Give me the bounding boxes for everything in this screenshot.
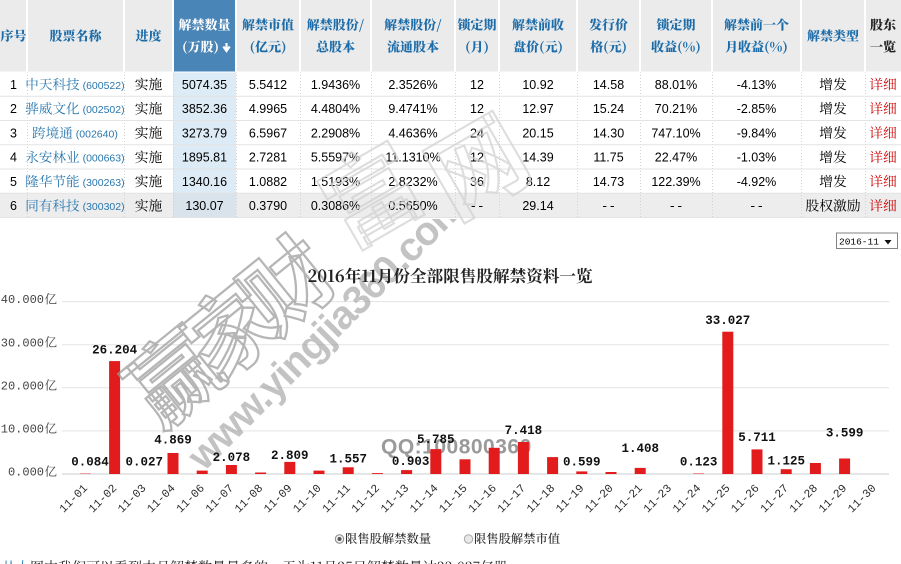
svg-text:14.39: 14.39 [522, 151, 553, 165]
svg-text:10.92: 10.92 [522, 78, 553, 92]
svg-text:2016-11: 2016-11 [839, 236, 879, 247]
svg-text:1.9436%: 1.9436% [311, 78, 360, 92]
svg-text:(002640): (002640) [76, 128, 118, 140]
svg-text:7.418: 7.418 [505, 424, 543, 438]
svg-text:12: 12 [470, 102, 484, 116]
svg-text:88.01%: 88.01% [655, 78, 697, 92]
svg-text:5: 5 [10, 175, 17, 189]
svg-text:-1.03%: -1.03% [737, 151, 777, 165]
svg-text:26.204: 26.204 [92, 344, 138, 358]
svg-text:--: -- [749, 200, 764, 214]
svg-text:1895.81: 1895.81 [182, 151, 227, 165]
svg-text:0.084: 0.084 [71, 455, 109, 469]
svg-text:122.39%: 122.39% [651, 175, 700, 189]
svg-text:11.1310%: 11.1310% [385, 151, 440, 165]
svg-text:2.7281: 2.7281 [249, 151, 287, 165]
svg-text:4.4636%: 4.4636% [388, 126, 437, 140]
svg-text:-4.13%: -4.13% [737, 78, 777, 92]
svg-text:2.809: 2.809 [271, 449, 309, 463]
svg-text:0.599: 0.599 [563, 455, 601, 469]
svg-text:--: -- [469, 200, 484, 214]
svg-text:0.000: 0.000 [8, 466, 44, 480]
svg-text:2.078: 2.078 [213, 451, 251, 465]
svg-text:(300302): (300302) [83, 201, 125, 213]
svg-text:3852.36: 3852.36 [182, 102, 227, 116]
svg-text:(600522): (600522) [83, 80, 125, 92]
svg-text:1.408: 1.408 [621, 442, 659, 456]
svg-text:29.14: 29.14 [522, 199, 553, 213]
svg-text:5074.35: 5074.35 [182, 78, 227, 92]
svg-text:30.000: 30.000 [1, 336, 44, 350]
svg-text:4: 4 [10, 151, 17, 165]
svg-text:3.599: 3.599 [826, 427, 864, 441]
svg-text:11.75: 11.75 [593, 151, 623, 165]
svg-text:2.2908%: 2.2908% [311, 126, 360, 140]
svg-text:5.711: 5.711 [738, 431, 776, 445]
svg-text:15.24: 15.24 [593, 102, 624, 116]
svg-text:(300263): (300263) [83, 177, 125, 189]
svg-text:2: 2 [10, 102, 17, 116]
svg-text:8.12: 8.12 [526, 175, 550, 189]
svg-text:12.97: 12.97 [522, 102, 553, 116]
svg-text:20.15: 20.15 [522, 126, 553, 140]
svg-text:1: 1 [10, 78, 17, 92]
svg-text:33.027: 33.027 [705, 314, 750, 328]
svg-text:9.4741%: 9.4741% [388, 102, 437, 116]
svg-text:14.73: 14.73 [593, 175, 624, 189]
svg-text:6.5967: 6.5967 [249, 126, 287, 140]
svg-text:0.903: 0.903 [392, 455, 430, 469]
svg-text:3273.79: 3273.79 [182, 126, 227, 140]
svg-text:14.30: 14.30 [593, 126, 624, 140]
svg-text:40.000: 40.000 [1, 293, 44, 307]
svg-text:5.5412: 5.5412 [249, 78, 287, 92]
svg-text:747.10%: 747.10% [651, 126, 700, 140]
svg-text:-4.92%: -4.92% [737, 175, 777, 189]
svg-text:4.869: 4.869 [154, 434, 192, 448]
svg-text:1.125: 1.125 [767, 455, 805, 469]
svg-text:70.21%: 70.21% [655, 102, 697, 116]
svg-text:--: -- [668, 200, 683, 214]
svg-text:3: 3 [10, 126, 17, 140]
svg-text:-2.85%: -2.85% [737, 102, 777, 116]
svg-text:2.3526%: 2.3526% [388, 78, 437, 92]
svg-text:5.785: 5.785 [417, 433, 455, 447]
svg-text:6: 6 [10, 199, 17, 213]
svg-text:--: -- [601, 200, 616, 214]
svg-text:10.000: 10.000 [1, 423, 44, 437]
svg-text:2.8232%: 2.8232% [388, 175, 437, 189]
svg-text:1.0882: 1.0882 [249, 175, 287, 189]
svg-text:0.123: 0.123 [680, 456, 718, 470]
svg-text:(002502): (002502) [83, 104, 125, 116]
svg-text:1340.16: 1340.16 [182, 175, 227, 189]
svg-text:0.027: 0.027 [126, 455, 164, 469]
svg-text:(000663): (000663) [83, 153, 125, 165]
svg-text:1.557: 1.557 [329, 453, 367, 467]
svg-text:4.4804%: 4.4804% [311, 102, 360, 116]
svg-text:22.47%: 22.47% [655, 151, 697, 165]
svg-text:0.3790: 0.3790 [249, 199, 287, 213]
svg-text:12: 12 [470, 78, 484, 92]
svg-text:14.58: 14.58 [593, 78, 624, 92]
svg-text:20.000: 20.000 [1, 379, 44, 393]
svg-text:-9.84%: -9.84% [737, 126, 777, 140]
svg-text:130.07: 130.07 [185, 199, 223, 213]
svg-text:4.9965: 4.9965 [249, 102, 287, 116]
